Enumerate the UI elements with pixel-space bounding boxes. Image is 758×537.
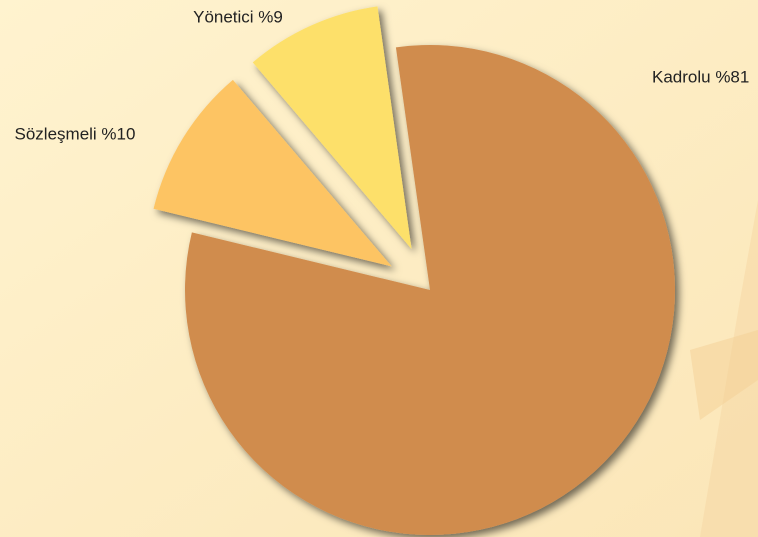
pie-slice bbox=[252, 6, 412, 249]
slice-label: Kadrolu %81 bbox=[652, 67, 749, 86]
decoration bbox=[690, 330, 758, 420]
slice-label: Sözleşmeli %10 bbox=[15, 124, 136, 143]
pie-slice bbox=[153, 79, 392, 267]
pie-slice bbox=[184, 44, 676, 535]
slice-label: Yönetici %9 bbox=[193, 7, 283, 26]
